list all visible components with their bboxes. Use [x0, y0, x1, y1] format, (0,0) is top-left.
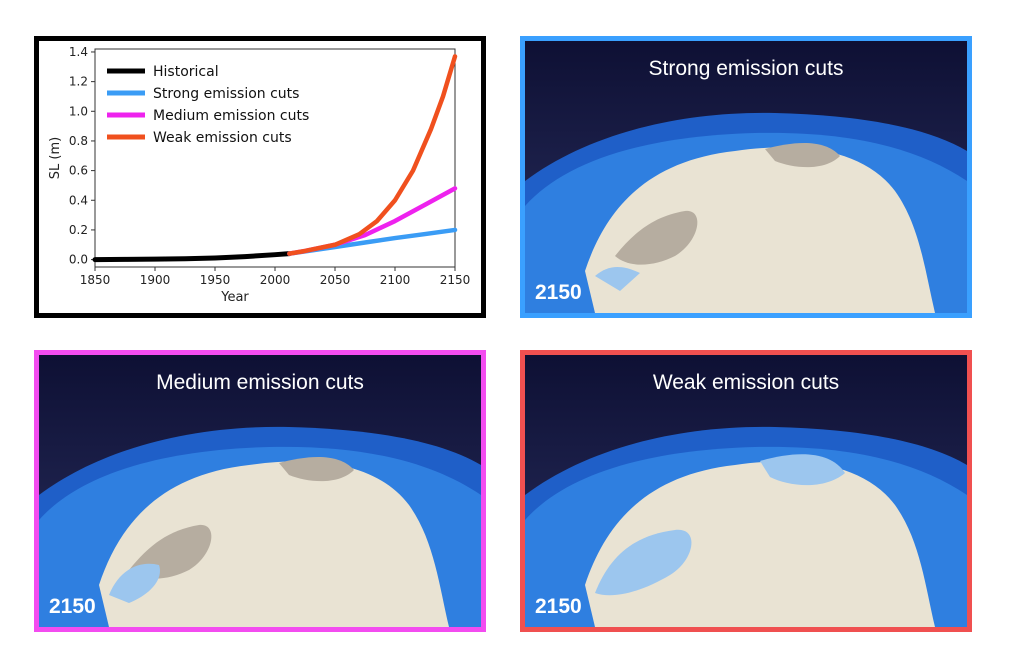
y-tick-label: 0.4: [69, 193, 88, 207]
x-tick-label: 2000: [260, 273, 291, 287]
x-tick-label: 2100: [380, 273, 411, 287]
y-tick-label: 1.2: [69, 75, 88, 89]
y-tick-label: 1.4: [69, 45, 88, 59]
legend-entry: Weak emission cuts: [153, 130, 292, 146]
y-axis-label: SL (m): [48, 137, 63, 179]
map-year-weak: 2150: [535, 595, 582, 618]
x-tick-label: 1950: [200, 273, 231, 287]
map-title-strong: Strong emission cuts: [648, 57, 844, 80]
x-axis-label: Year: [220, 290, 249, 305]
ice-sheet-map-medium: [39, 355, 481, 627]
map-title-weak: Weak emission cuts: [652, 371, 840, 394]
map-year-medium: 2150: [49, 595, 96, 618]
map-year-strong: 2150: [535, 281, 582, 304]
series-line-2: [287, 186, 458, 256]
y-tick-label: 0.8: [69, 134, 88, 148]
series-line-0: [92, 251, 292, 263]
map-title-medium: Medium emission cuts: [156, 371, 364, 394]
sea-level-chart-panel: 1850 1900 1950 2000 2050 2100 2150 0.0 0.2 0.4 0.6…: [34, 36, 486, 318]
y-tick-label: 0.0: [69, 253, 88, 267]
map-panel-weak: Weak emission cuts 2150: [520, 350, 972, 632]
y-tick-label: 0.2: [69, 223, 88, 237]
y-tick-label: 1.0: [69, 104, 88, 118]
plot-frame: [94, 48, 456, 268]
x-tick-label: 1900: [140, 273, 171, 287]
map-panel-strong: Strong emission cuts 2150: [520, 36, 972, 318]
legend-entry: Strong emission cuts: [153, 86, 299, 102]
legend-entry: Medium emission cuts: [153, 108, 309, 124]
x-tick-label: 2150: [440, 273, 471, 287]
series-line-3: [287, 54, 458, 256]
legend-entry: Historical: [153, 64, 219, 80]
sea-level-chart: 1850 1900 1950 2000 2050 2100 2150 0.0 0.2 0.4 0.6…: [48, 45, 471, 305]
ice-sheet-map-strong: [525, 41, 967, 313]
x-tick-label: 2050: [320, 273, 351, 287]
x-tick-label: 1850: [80, 273, 111, 287]
map-panel-medium: Medium emission cuts 2150: [34, 350, 486, 632]
y-tick-label: 0.6: [69, 164, 88, 178]
ice-sheet-map-weak: [525, 355, 967, 627]
